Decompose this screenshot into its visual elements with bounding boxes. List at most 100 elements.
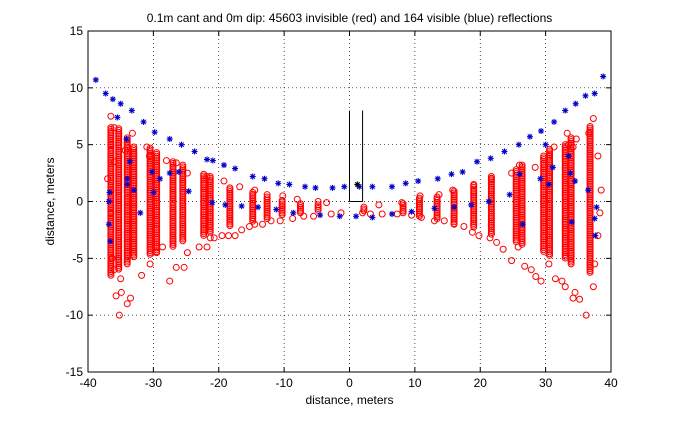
x-tick-label: 30: [539, 376, 553, 390]
red-circle-marker: [515, 161, 523, 169]
red-circle-marker: [417, 213, 425, 221]
red-circle-marker: [121, 146, 129, 154]
red-circle-marker: [206, 234, 214, 242]
asterisk-stroke: [520, 221, 526, 227]
red-circle-marker: [276, 217, 284, 225]
blue-asterisk-marker: [600, 73, 607, 80]
red-circle-marker: [572, 135, 580, 143]
asterisk-stroke: [317, 212, 323, 218]
red-circle-marker: [259, 220, 267, 228]
asterisk-stroke: [369, 184, 375, 190]
asterisk-stroke: [290, 210, 296, 216]
red-circle-marker: [449, 186, 457, 194]
black-asterisk-marker: [354, 181, 361, 188]
red-circle-marker: [550, 143, 558, 151]
blue-asterisk-marker: [473, 158, 480, 165]
red-circle-marker: [586, 268, 594, 276]
red-reflection-cluster: [278, 196, 286, 219]
asterisk-stroke: [312, 185, 319, 191]
blue-asterisk-marker: [592, 232, 599, 239]
red-circle-marker: [546, 251, 554, 259]
red-circle-marker: [123, 260, 131, 268]
blue-asterisk-marker: [565, 153, 572, 160]
asterisk-stroke: [354, 181, 360, 188]
red-circle-marker: [594, 152, 602, 160]
red-reflection-cluster: [561, 141, 569, 262]
x-tick-label: 20: [474, 376, 488, 390]
asterisk-stroke: [594, 204, 600, 210]
asterisk-stroke: [149, 169, 155, 175]
red-circle-marker: [567, 260, 575, 268]
asterisk-stroke: [157, 176, 163, 182]
blue-asterisk-marker: [175, 168, 182, 175]
red-circle-marker: [110, 158, 118, 166]
red-circle-marker: [460, 223, 468, 231]
asterisk-stroke: [448, 171, 455, 177]
red-circle-marker: [393, 210, 401, 218]
red-circle-marker: [508, 257, 516, 265]
red-circle-marker: [430, 217, 438, 225]
asterisk-stroke: [600, 73, 606, 80]
asterisk-stroke: [431, 205, 438, 211]
blue-asterisk-marker: [137, 209, 144, 216]
red-circle-marker: [128, 129, 136, 137]
red-reflection-cluster: [146, 144, 154, 258]
y-tick-label: 0: [76, 195, 83, 209]
blue-asterisk-marker: [562, 107, 569, 114]
red-circle-marker: [210, 234, 218, 242]
blue-asterisk-marker: [117, 100, 124, 107]
asterisk-stroke: [592, 90, 598, 97]
asterisk-stroke: [275, 180, 281, 186]
red-reflection-cluster: [130, 143, 138, 261]
blue-asterisk-marker: [261, 175, 268, 182]
red-circle-marker: [300, 212, 308, 220]
red-circle-marker: [162, 157, 170, 165]
blue-asterisk-marker: [459, 168, 466, 175]
blue-asterisk-marker: [388, 183, 395, 190]
blue-asterisk-marker: [106, 189, 113, 196]
red-reflection-cluster: [518, 161, 526, 248]
blue-asterisk-marker: [166, 170, 173, 177]
blue-asterisk-marker: [549, 164, 556, 171]
red-circle-marker: [238, 226, 246, 234]
red-circle-marker: [450, 220, 458, 228]
red-circle-marker: [558, 277, 566, 285]
red-circle-marker: [263, 215, 271, 223]
asterisk-stroke: [451, 204, 457, 210]
red-circle-marker: [117, 275, 125, 283]
red-circle-marker: [231, 232, 239, 240]
red-reflection-cluster: [123, 134, 131, 268]
blue-asterisk-marker: [329, 184, 336, 191]
asterisk-stroke: [123, 136, 130, 142]
red-reflection-cluster: [586, 122, 594, 276]
blue-asterisk-marker: [150, 189, 157, 196]
blue-asterisk-marker: [591, 90, 598, 97]
asterisk-stroke: [537, 176, 543, 182]
blue-asterisk-marker: [551, 118, 558, 125]
asterisk-stroke: [167, 136, 173, 142]
red-circle-marker: [527, 266, 535, 274]
red-circle-marker: [415, 212, 423, 220]
blue-asterisk-marker: [222, 201, 229, 208]
red-circle-marker: [143, 143, 151, 151]
blue-asterisk-marker: [124, 175, 131, 182]
asterisk-stroke: [232, 165, 238, 172]
blue-asterisk-marker: [434, 175, 441, 182]
asterisk-stroke: [551, 119, 557, 125]
x-tick-label: -10: [275, 376, 293, 390]
red-circle-marker: [169, 242, 177, 250]
red-reflection-points: [104, 112, 605, 319]
asterisk-stroke: [516, 142, 522, 148]
blue-asterisk-marker: [92, 76, 99, 83]
red-reflection-cluster: [263, 193, 271, 223]
red-circle-marker: [327, 210, 335, 218]
red-reflection-clusters: [107, 122, 594, 279]
x-tick-label: 0: [346, 376, 353, 390]
y-tick-label: -10: [66, 308, 84, 322]
asterisk-stroke: [403, 180, 409, 186]
y-tick-label: 5: [76, 138, 83, 152]
asterisk-stroke: [186, 188, 192, 194]
red-circle-marker: [172, 263, 180, 271]
blue-asterisk-marker: [191, 148, 198, 155]
